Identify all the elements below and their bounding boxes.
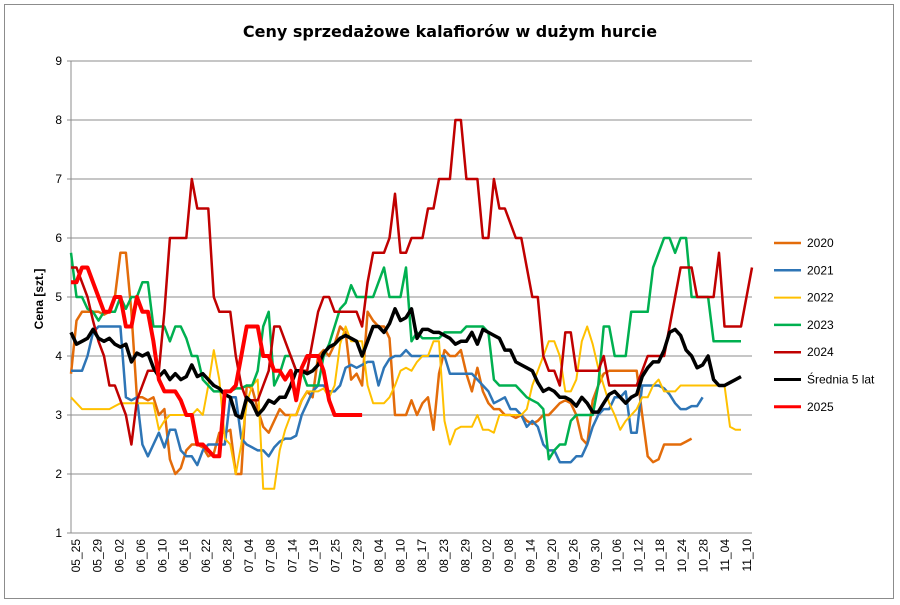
- y-axis-label: Cena [szt.]: [32, 269, 46, 330]
- x-tick-label: 06_22: [199, 539, 213, 573]
- y-tick-label: 9: [55, 54, 62, 68]
- x-tick-label: 09_30: [588, 539, 602, 573]
- y-tick-label: 5: [55, 290, 62, 304]
- legend: 2020 2021 2022 2023 2024 Średnia 5 lat 2025: [774, 236, 875, 414]
- series-line-średnia-5-lat: [69, 307, 742, 420]
- x-tick-label: 08_23: [437, 539, 451, 573]
- x-tick-label: 11_10: [740, 539, 754, 572]
- x-tick-label: 06_28: [220, 539, 234, 573]
- x-tick-label: 06_06: [134, 539, 148, 573]
- y-tick-label: 8: [55, 113, 62, 127]
- series-line-2025: [71, 265, 363, 459]
- x-tick-label: 05_29: [91, 539, 105, 573]
- y-axis-ticks: 1 2 3 4 5 6 7 8 9: [55, 54, 71, 540]
- x-tick-label: 09_26: [567, 539, 581, 573]
- line-chart: Ceny sprzedażowe kalafiorów w dużym hurc…: [32, 22, 875, 573]
- y-tick-label: 6: [55, 231, 62, 245]
- x-tick-label: 05_25: [69, 539, 83, 573]
- x-tick-label: 08_17: [415, 539, 429, 573]
- legend-label: 2024: [807, 345, 834, 359]
- y-tick-label: 4: [55, 349, 62, 363]
- y-tick-label: 3: [55, 408, 62, 422]
- x-tick-label: 09_08: [502, 539, 516, 573]
- y-tick-label: 2: [55, 467, 62, 481]
- series-line-2020: [69, 251, 693, 476]
- chart-frame: Ceny sprzedażowe kalafiorów w dużym hurc…: [4, 4, 894, 599]
- legend-label: 2022: [807, 291, 834, 305]
- series-line-2021: [71, 325, 704, 467]
- x-tick-label: 08_10: [394, 539, 408, 573]
- x-axis-ticks: 05_25 05_29 06_02 06_06 06_10 06_16 06_22 06_28…: [69, 539, 754, 573]
- x-tick-label: 06_10: [156, 539, 170, 573]
- x-tick-label: 10_24: [675, 539, 689, 573]
- x-tick-label: 07_19: [307, 539, 321, 573]
- x-tick-label: 08_29: [458, 539, 472, 573]
- x-tick-label: 06_02: [112, 539, 126, 573]
- series-lines: [69, 118, 754, 490]
- legend-label: 2023: [807, 318, 834, 332]
- legend-label: 2021: [807, 263, 834, 277]
- x-tick-label: 10_12: [632, 539, 646, 573]
- x-tick-label: 07_14: [285, 539, 299, 573]
- x-tick-label: 09_14: [523, 539, 537, 573]
- legend-label: Średnia 5 lat: [807, 372, 875, 387]
- x-tick-label: 09_20: [545, 539, 559, 573]
- series-line-2022: [70, 325, 741, 490]
- x-tick-label: 10_28: [697, 539, 711, 573]
- x-tick-label: 10_18: [653, 539, 667, 573]
- series-line-2023: [69, 236, 741, 461]
- x-tick-label: 06_16: [177, 539, 191, 573]
- x-tick-label: 08_04: [372, 539, 386, 573]
- x-tick-label: 07_25: [329, 539, 343, 573]
- x-tick-label: 09_02: [480, 539, 494, 573]
- chart-title: Ceny sprzedażowe kalafiorów w dużym hurc…: [243, 22, 657, 41]
- y-tick-label: 7: [55, 172, 62, 186]
- x-tick-label: 10_06: [610, 539, 624, 573]
- y-tick-label: 1: [55, 526, 62, 540]
- x-tick-label: 07_29: [350, 539, 364, 573]
- series-line-2024: [71, 118, 754, 446]
- legend-label: 2025: [807, 400, 834, 414]
- x-tick-label: 07_08: [264, 539, 278, 573]
- x-tick-label: 07_04: [242, 539, 256, 573]
- x-tick-label: 11_04: [718, 539, 732, 572]
- legend-label: 2020: [807, 236, 834, 250]
